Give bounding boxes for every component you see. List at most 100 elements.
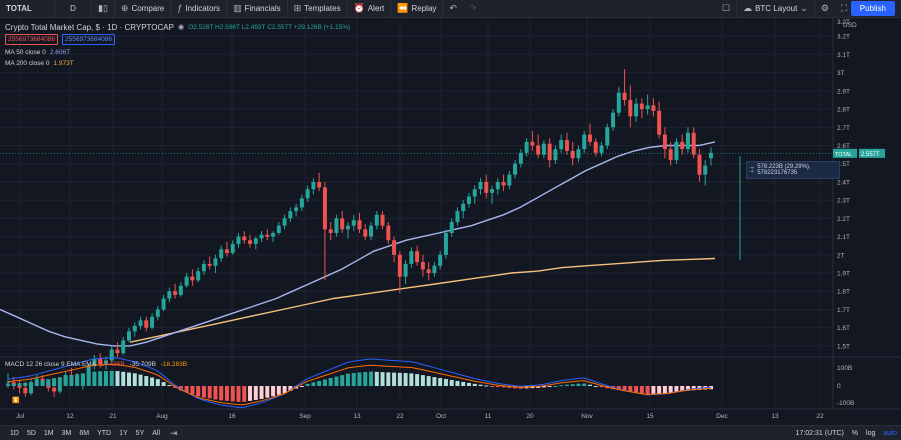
candle — [23, 387, 28, 394]
price-tick: 3.2T — [837, 34, 850, 41]
time-tick: Aug — [156, 413, 168, 420]
candle — [155, 309, 160, 317]
candles-icon: ▮▯ — [98, 3, 108, 13]
measure-text: 578.223B (29.29%), 578223176735 — [757, 164, 811, 176]
settings-button[interactable]: ⚙ — [815, 0, 835, 17]
macd-legend[interactable]: MACD 12 26 close 9 EMA EMA 17.426B -35.7… — [5, 361, 187, 368]
macd-bar — [328, 378, 333, 386]
percent-toggle[interactable]: % — [851, 429, 859, 437]
candle — [513, 163, 518, 175]
clock[interactable]: 17:02:31 (UTC) — [795, 429, 844, 437]
undo-button[interactable]: ↶ — [443, 0, 463, 17]
macd-bar — [190, 386, 195, 395]
macd-bar — [345, 373, 350, 386]
fullscreen-button[interactable]: ⛶ — [835, 0, 853, 17]
symbol-label: TOTAL — [6, 4, 32, 13]
candle — [611, 112, 616, 128]
chart-type-button[interactable]: ▮▯ — [92, 0, 115, 17]
ma50-label[interactable]: MA 50 close 0 — [5, 49, 46, 56]
range-5d[interactable]: 5D — [26, 429, 36, 437]
candle — [524, 141, 529, 153]
price-tick: 1.8T — [837, 289, 850, 296]
compare-button[interactable]: ⊕ Compare — [115, 0, 172, 17]
range-1y[interactable]: 1Y — [119, 429, 128, 437]
candle — [138, 320, 143, 326]
macd-bar — [305, 383, 310, 386]
go-to-date-icon[interactable]: ⇥ — [170, 427, 178, 438]
candle — [703, 165, 708, 175]
time-tick: Nov — [581, 413, 593, 420]
macd-bar — [317, 380, 322, 386]
candle — [415, 251, 420, 263]
macd-value-1: 17.426B — [100, 361, 125, 368]
log-toggle[interactable]: log — [866, 429, 876, 437]
candle — [605, 127, 610, 146]
ask-box[interactable]: 2556973684086 — [62, 34, 115, 45]
eye-icon[interactable]: ◉ — [177, 24, 185, 31]
macd-bar — [426, 376, 431, 386]
time-tick: 20 — [526, 413, 534, 420]
range-5y[interactable]: 5Y — [135, 429, 145, 437]
candle — [639, 103, 644, 110]
range-3m[interactable]: 3M — [61, 429, 72, 437]
candle — [576, 149, 581, 159]
candle — [276, 225, 281, 233]
symbol-search[interactable]: TOTAL — [0, 0, 55, 17]
financials-button[interactable]: ▥ Financials — [227, 0, 288, 17]
macd-bar — [685, 386, 690, 391]
publish-button[interactable]: Publish — [850, 1, 895, 16]
candle — [282, 218, 287, 226]
last-tag-label-bg — [833, 148, 857, 158]
macd-bar — [265, 386, 270, 398]
range-ytd[interactable]: YTD — [97, 429, 112, 437]
candle — [645, 105, 650, 110]
price-tick: 2.8T — [837, 107, 850, 114]
price-tick: 2.2T — [837, 216, 850, 223]
gear-icon: ⚙ — [820, 3, 829, 13]
range-6m[interactable]: 6M — [79, 429, 90, 437]
bid-box[interactable]: 2556973684086 — [5, 34, 58, 45]
time-tick: 21 — [109, 413, 117, 420]
range-1d[interactable]: 1D — [10, 429, 19, 437]
macd-bar — [415, 374, 420, 386]
candle — [386, 225, 391, 241]
fullscreen-toggle[interactable]: ☐ — [716, 0, 738, 17]
candle — [484, 181, 489, 193]
replay-button[interactable]: ⏪ Replay — [391, 0, 444, 17]
candle — [530, 141, 535, 146]
candle — [317, 181, 322, 188]
range-all[interactable]: All — [152, 429, 161, 437]
candle — [674, 141, 679, 161]
candle — [501, 181, 506, 186]
candle — [161, 298, 166, 310]
macd-bar — [432, 377, 437, 386]
candle — [490, 189, 495, 193]
ma200-label[interactable]: MA 200 close 0 — [5, 60, 50, 67]
range-1m[interactable]: 1M — [43, 429, 54, 437]
macd-bar — [547, 386, 552, 387]
macd-bar — [109, 370, 114, 386]
templates-button[interactable]: ⊞ Templates — [288, 0, 348, 17]
redo-button[interactable]: ↷ — [463, 0, 483, 17]
macd-tick: 100B — [837, 365, 852, 372]
interval-button[interactable]: D — [55, 0, 92, 17]
candle — [207, 263, 212, 266]
alert-button[interactable]: ⏰ Alert — [348, 0, 392, 17]
macd-line — [7, 357, 712, 408]
auto-toggle[interactable]: auto — [883, 429, 897, 437]
candle — [173, 291, 178, 295]
price-tick: 2T — [837, 252, 845, 259]
time-tick: 16 — [228, 413, 236, 420]
candle — [472, 189, 477, 197]
candle — [420, 262, 425, 270]
candle — [697, 154, 702, 175]
layout-button[interactable]: ☁ BTC Layout ⌄ — [737, 0, 815, 17]
macd-bar — [52, 378, 57, 386]
macd-bar — [271, 386, 276, 397]
indicators-button[interactable]: ƒ Indicators — [171, 0, 228, 17]
macd-bar — [616, 386, 621, 391]
candle — [213, 258, 218, 266]
macd-bar — [472, 383, 477, 386]
candle — [709, 152, 713, 159]
